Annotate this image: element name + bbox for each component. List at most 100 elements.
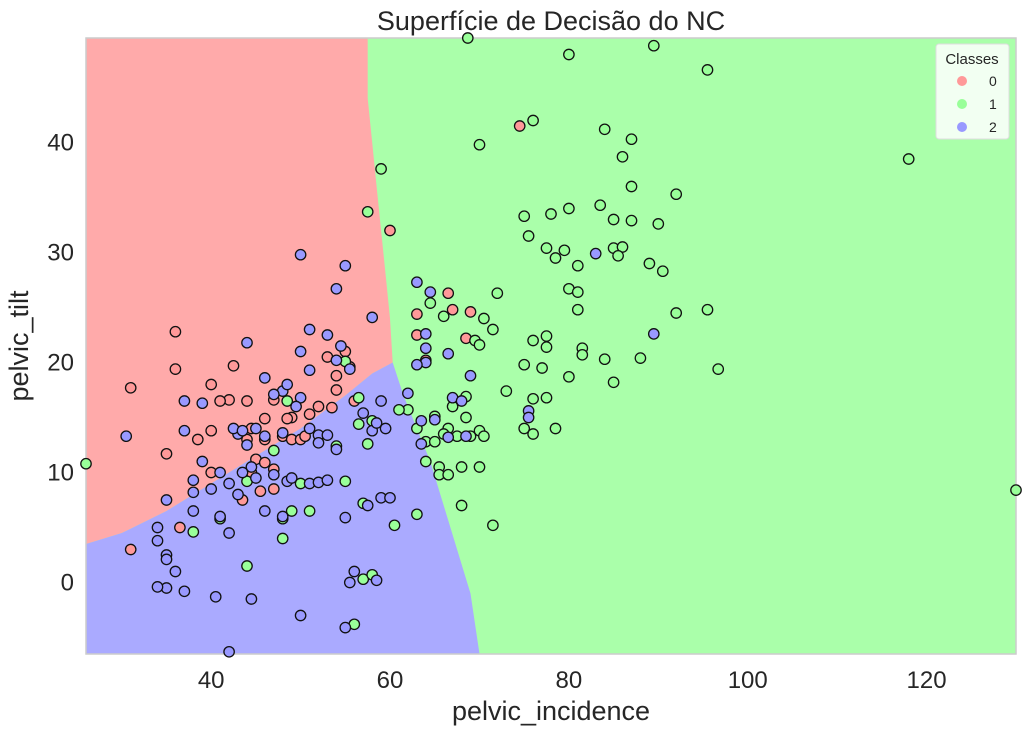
data-point-class-2 bbox=[196, 455, 209, 468]
data-point-class-1 bbox=[375, 163, 387, 175]
data-point-class-2 bbox=[187, 486, 200, 499]
data-point-class-1 bbox=[473, 461, 486, 473]
data-point-class-1 bbox=[361, 438, 374, 450]
data-point-class-1 bbox=[267, 444, 280, 457]
data-point-class-1 bbox=[522, 230, 535, 242]
data-point-class-1 bbox=[647, 39, 660, 52]
data-point-class-1 bbox=[478, 312, 490, 325]
data-point-class-1 bbox=[388, 519, 401, 532]
data-point-class-1 bbox=[352, 391, 365, 404]
data-point-class-1 bbox=[487, 519, 499, 532]
data-point-class-1 bbox=[500, 385, 513, 397]
data-point-class-1 bbox=[455, 499, 468, 512]
data-point-class-1 bbox=[303, 505, 316, 517]
data-point-class-1 bbox=[518, 422, 531, 435]
data-point-class-2 bbox=[428, 413, 441, 426]
data-point-class-2 bbox=[169, 565, 182, 578]
data-point-class-2 bbox=[589, 247, 602, 260]
data-point-class-0 bbox=[160, 447, 173, 460]
data-point-class-2 bbox=[455, 395, 468, 407]
data-point-class-2 bbox=[290, 400, 302, 413]
data-point-class-0 bbox=[124, 543, 137, 556]
data-point-class-1 bbox=[902, 153, 915, 165]
data-point-class-0 bbox=[258, 456, 271, 469]
data-point-class-2 bbox=[236, 424, 249, 437]
data-point-class-1 bbox=[478, 430, 490, 443]
data-point-class-1 bbox=[393, 403, 405, 416]
data-point-class-2 bbox=[267, 388, 280, 401]
data-point-class-1 bbox=[712, 363, 725, 375]
data-point-class-2 bbox=[267, 468, 280, 481]
data-point-class-2 bbox=[281, 378, 294, 391]
data-point-class-1 bbox=[536, 362, 548, 374]
data-point-class-1 bbox=[563, 370, 575, 383]
data-point-class-2 bbox=[312, 436, 325, 449]
data-point-class-0 bbox=[326, 401, 338, 414]
data-point-class-1 bbox=[527, 114, 539, 127]
data-point-class-1 bbox=[625, 133, 638, 146]
data-point-class-2 bbox=[160, 553, 173, 566]
data-point-class-1 bbox=[571, 259, 584, 272]
data-point-class-1 bbox=[80, 457, 92, 470]
data-point-class-0 bbox=[281, 412, 294, 425]
data-point-class-2 bbox=[236, 466, 249, 479]
data-point-class-0 bbox=[513, 120, 526, 132]
data-point-class-2 bbox=[370, 417, 383, 429]
legend-label-2: 2 bbox=[989, 119, 997, 135]
data-point-class-2 bbox=[178, 395, 191, 407]
legend-marker-2 bbox=[957, 122, 967, 132]
data-point-class-2 bbox=[303, 323, 316, 336]
plot-area bbox=[80, 32, 1022, 658]
data-point-class-2 bbox=[361, 499, 374, 512]
data-point-class-1 bbox=[643, 257, 656, 270]
data-point-class-2 bbox=[339, 511, 352, 524]
data-point-class-2 bbox=[258, 372, 271, 384]
data-point-class-2 bbox=[205, 483, 218, 495]
data-point-class-1 bbox=[361, 205, 374, 218]
data-point-class-2 bbox=[241, 336, 253, 349]
data-point-class-2 bbox=[276, 427, 289, 439]
chart-title: Superfície de Decisão do NC bbox=[377, 6, 725, 36]
data-point-class-0 bbox=[464, 306, 477, 318]
x-axis-label: pelvic_incidence bbox=[452, 696, 650, 726]
x-tick-label: 40 bbox=[198, 667, 225, 694]
data-point-class-2 bbox=[402, 387, 414, 400]
data-point-class-1 bbox=[545, 208, 557, 220]
data-point-class-1 bbox=[491, 287, 504, 300]
data-point-class-0 bbox=[330, 369, 343, 382]
data-point-class-1 bbox=[625, 180, 638, 193]
data-point-class-2 bbox=[258, 505, 271, 517]
data-point-class-2 bbox=[522, 411, 535, 424]
x-tick-label: 60 bbox=[377, 667, 404, 694]
data-point-class-1 bbox=[598, 123, 611, 136]
legend-label-0: 0 bbox=[989, 73, 997, 89]
data-point-class-0 bbox=[227, 359, 240, 372]
data-point-class-1 bbox=[634, 352, 647, 364]
data-point-class-2 bbox=[223, 527, 235, 539]
data-point-class-1 bbox=[428, 435, 441, 448]
data-point-class-2 bbox=[187, 505, 200, 517]
data-point-class-1 bbox=[558, 244, 571, 257]
data-point-class-2 bbox=[214, 466, 226, 479]
data-point-class-2 bbox=[223, 645, 235, 658]
x-axis-ticks: 40 60 80 100 120 bbox=[198, 667, 947, 694]
data-point-class-1 bbox=[461, 32, 474, 44]
y-tick-label: 40 bbox=[47, 130, 74, 157]
data-point-class-2 bbox=[415, 414, 428, 427]
data-point-class-1 bbox=[571, 303, 584, 316]
data-point-class-2 bbox=[245, 593, 258, 605]
data-point-class-2 bbox=[232, 488, 244, 501]
data-point-class-2 bbox=[303, 422, 316, 435]
data-point-class-2 bbox=[357, 407, 370, 419]
data-point-class-2 bbox=[178, 585, 191, 598]
data-point-class-2 bbox=[160, 494, 173, 506]
data-point-class-1 bbox=[540, 330, 553, 342]
legend-label-1: 1 bbox=[989, 96, 997, 112]
data-point-class-2 bbox=[245, 461, 258, 473]
data-point-class-1 bbox=[518, 210, 531, 223]
data-point-class-2 bbox=[276, 510, 289, 523]
data-point-class-1 bbox=[607, 213, 620, 226]
legend-marker-1 bbox=[957, 99, 967, 109]
data-point-class-1 bbox=[241, 560, 253, 572]
data-point-class-2 bbox=[343, 576, 356, 589]
